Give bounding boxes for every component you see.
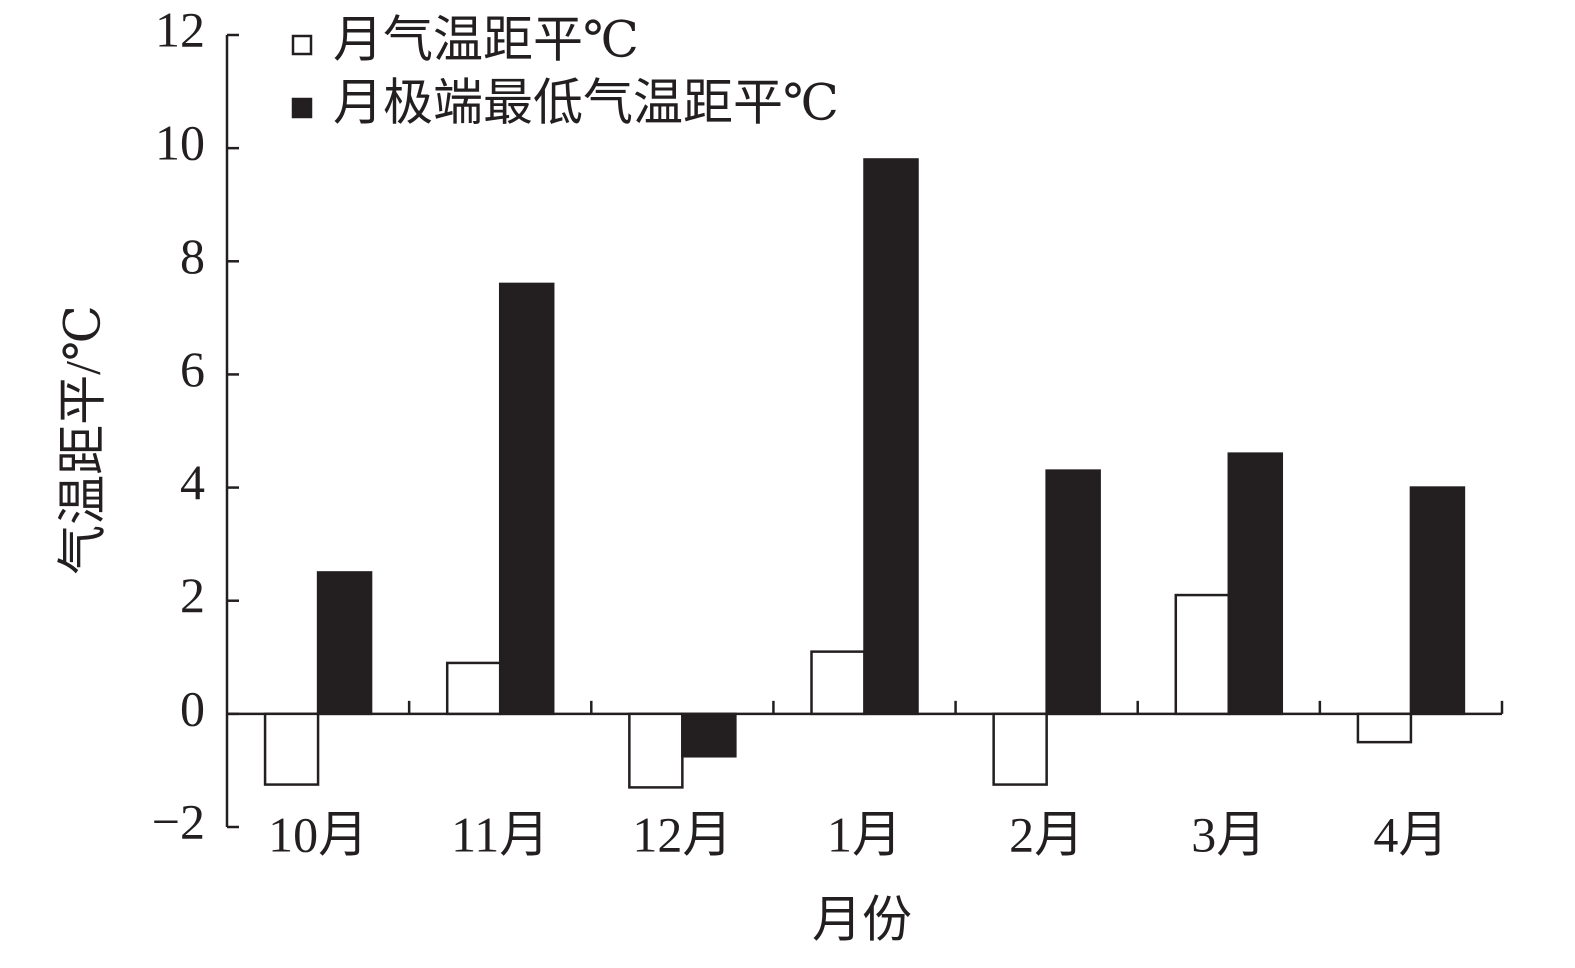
x-tick-label: 12月	[632, 806, 732, 862]
x-tick-label: 2月	[1009, 806, 1084, 862]
bar	[498, 282, 555, 716]
x-axis-label: 月份	[812, 891, 912, 947]
y-tick-label: −2	[152, 793, 205, 849]
bar	[810, 650, 866, 716]
x-tick-label: 3月	[1191, 806, 1266, 862]
y-tick-label: 2	[180, 567, 205, 623]
y-tick-label: 4	[180, 454, 205, 510]
legend-swatch	[291, 97, 313, 119]
bar	[992, 712, 1048, 786]
bar	[628, 712, 684, 789]
bar	[263, 712, 320, 786]
legend-label: 月极端最低气温距平℃	[333, 74, 839, 130]
bar	[316, 571, 373, 716]
x-tick-label: 11月	[451, 806, 549, 862]
bar	[681, 712, 737, 758]
bar	[1409, 486, 1466, 716]
legend-label: 月气温距平℃	[333, 11, 639, 67]
bar	[863, 158, 919, 716]
y-tick-label: 10	[155, 115, 205, 171]
y-tick-label: 0	[180, 680, 205, 736]
x-tick-label: 4月	[1373, 806, 1448, 862]
x-tick-label: 10月	[268, 806, 368, 862]
bar	[1174, 593, 1231, 716]
bar	[1356, 712, 1413, 744]
y-tick-label: 8	[180, 228, 205, 284]
legend-swatch	[291, 34, 313, 56]
bar	[445, 661, 502, 716]
x-tick-label: 1月	[827, 806, 902, 862]
bar	[1045, 469, 1101, 716]
bar	[1227, 452, 1284, 716]
y-tick-label: 6	[180, 341, 205, 397]
y-axis-label: 气温距平/℃	[54, 305, 110, 575]
y-tick-label: 12	[155, 1, 205, 57]
